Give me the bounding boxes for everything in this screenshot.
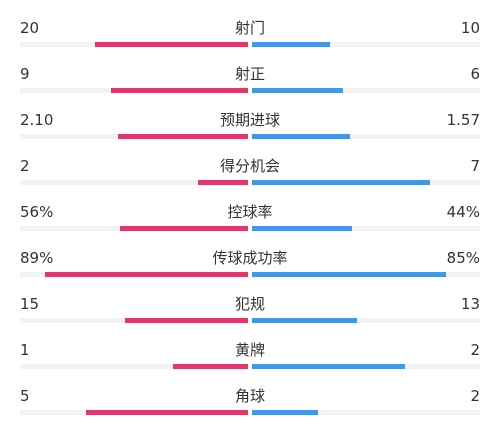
stat-row: 56% 控球率 44% — [0, 203, 500, 249]
away-bar-track — [252, 410, 480, 415]
away-bar — [252, 410, 319, 415]
away-bar-track — [252, 272, 480, 277]
home-bar-track — [20, 42, 248, 47]
stat-row: 5 角球 2 — [0, 387, 500, 433]
away-value: 2 — [470, 387, 480, 405]
away-value: 85% — [446, 249, 480, 267]
away-value: 44% — [446, 203, 480, 221]
away-value: 13 — [460, 295, 480, 313]
away-value: 6 — [470, 65, 480, 83]
away-bar-track — [252, 364, 480, 369]
away-bar-track — [252, 134, 480, 139]
home-bar — [120, 226, 248, 231]
home-bar — [197, 180, 248, 185]
away-bar — [252, 364, 405, 369]
home-value: 2.10 — [20, 111, 54, 129]
away-bar — [252, 318, 357, 323]
home-value: 56% — [20, 203, 54, 221]
home-value: 20 — [20, 19, 40, 37]
away-value: 1.57 — [446, 111, 480, 129]
home-bar-track — [20, 318, 248, 323]
away-bar — [252, 272, 446, 277]
stat-row: 2.10 预期进球 1.57 — [0, 111, 500, 157]
stat-label: 射门 — [234, 19, 265, 37]
away-bar — [252, 134, 351, 139]
stat-label: 预期进球 — [219, 111, 280, 129]
home-bar-track — [20, 410, 248, 415]
away-bar-track — [252, 42, 480, 47]
away-value: 7 — [470, 157, 480, 175]
away-bar-track — [252, 88, 480, 93]
stat-row: 20 射门 10 — [0, 19, 500, 65]
home-bar-track — [20, 364, 248, 369]
home-value: 9 — [20, 65, 30, 83]
stat-label: 射正 — [234, 65, 265, 83]
away-bar — [252, 180, 430, 185]
home-bar — [95, 42, 248, 47]
away-bar-track — [252, 226, 480, 231]
home-value: 2 — [20, 157, 30, 175]
home-value: 1 — [20, 341, 30, 359]
stat-label: 黄牌 — [234, 341, 265, 359]
home-bar-track — [20, 272, 248, 277]
stat-label: 传球成功率 — [212, 249, 288, 267]
home-value: 5 — [20, 387, 30, 405]
home-bar-track — [20, 180, 248, 185]
stat-row: 2 得分机会 7 — [0, 157, 500, 203]
home-value: 15 — [20, 295, 40, 313]
home-bar — [111, 88, 248, 93]
stat-row: 9 射正 6 — [0, 65, 500, 111]
away-value: 2 — [470, 341, 480, 359]
away-value: 10 — [460, 19, 480, 37]
home-bar — [118, 134, 248, 139]
stat-label: 犯规 — [234, 295, 265, 313]
home-bar — [45, 272, 248, 277]
stat-row: 1 黄牌 2 — [0, 341, 500, 387]
stat-label: 角球 — [234, 387, 265, 405]
home-bar-track — [20, 226, 248, 231]
away-bar — [252, 42, 330, 47]
away-bar-track — [252, 318, 480, 323]
stat-label: 得分机会 — [219, 157, 280, 175]
away-bar-track — [252, 180, 480, 185]
away-bar — [252, 226, 353, 231]
stat-row: 15 犯规 13 — [0, 295, 500, 341]
stat-label: 控球率 — [227, 203, 273, 221]
home-bar — [86, 410, 248, 415]
home-bar-track — [20, 88, 248, 93]
home-bar — [124, 318, 248, 323]
stat-row: 89% 传球成功率 85% — [0, 249, 500, 295]
home-bar-track — [20, 134, 248, 139]
away-bar — [252, 88, 344, 93]
home-bar — [172, 364, 248, 369]
home-value: 89% — [20, 249, 54, 267]
